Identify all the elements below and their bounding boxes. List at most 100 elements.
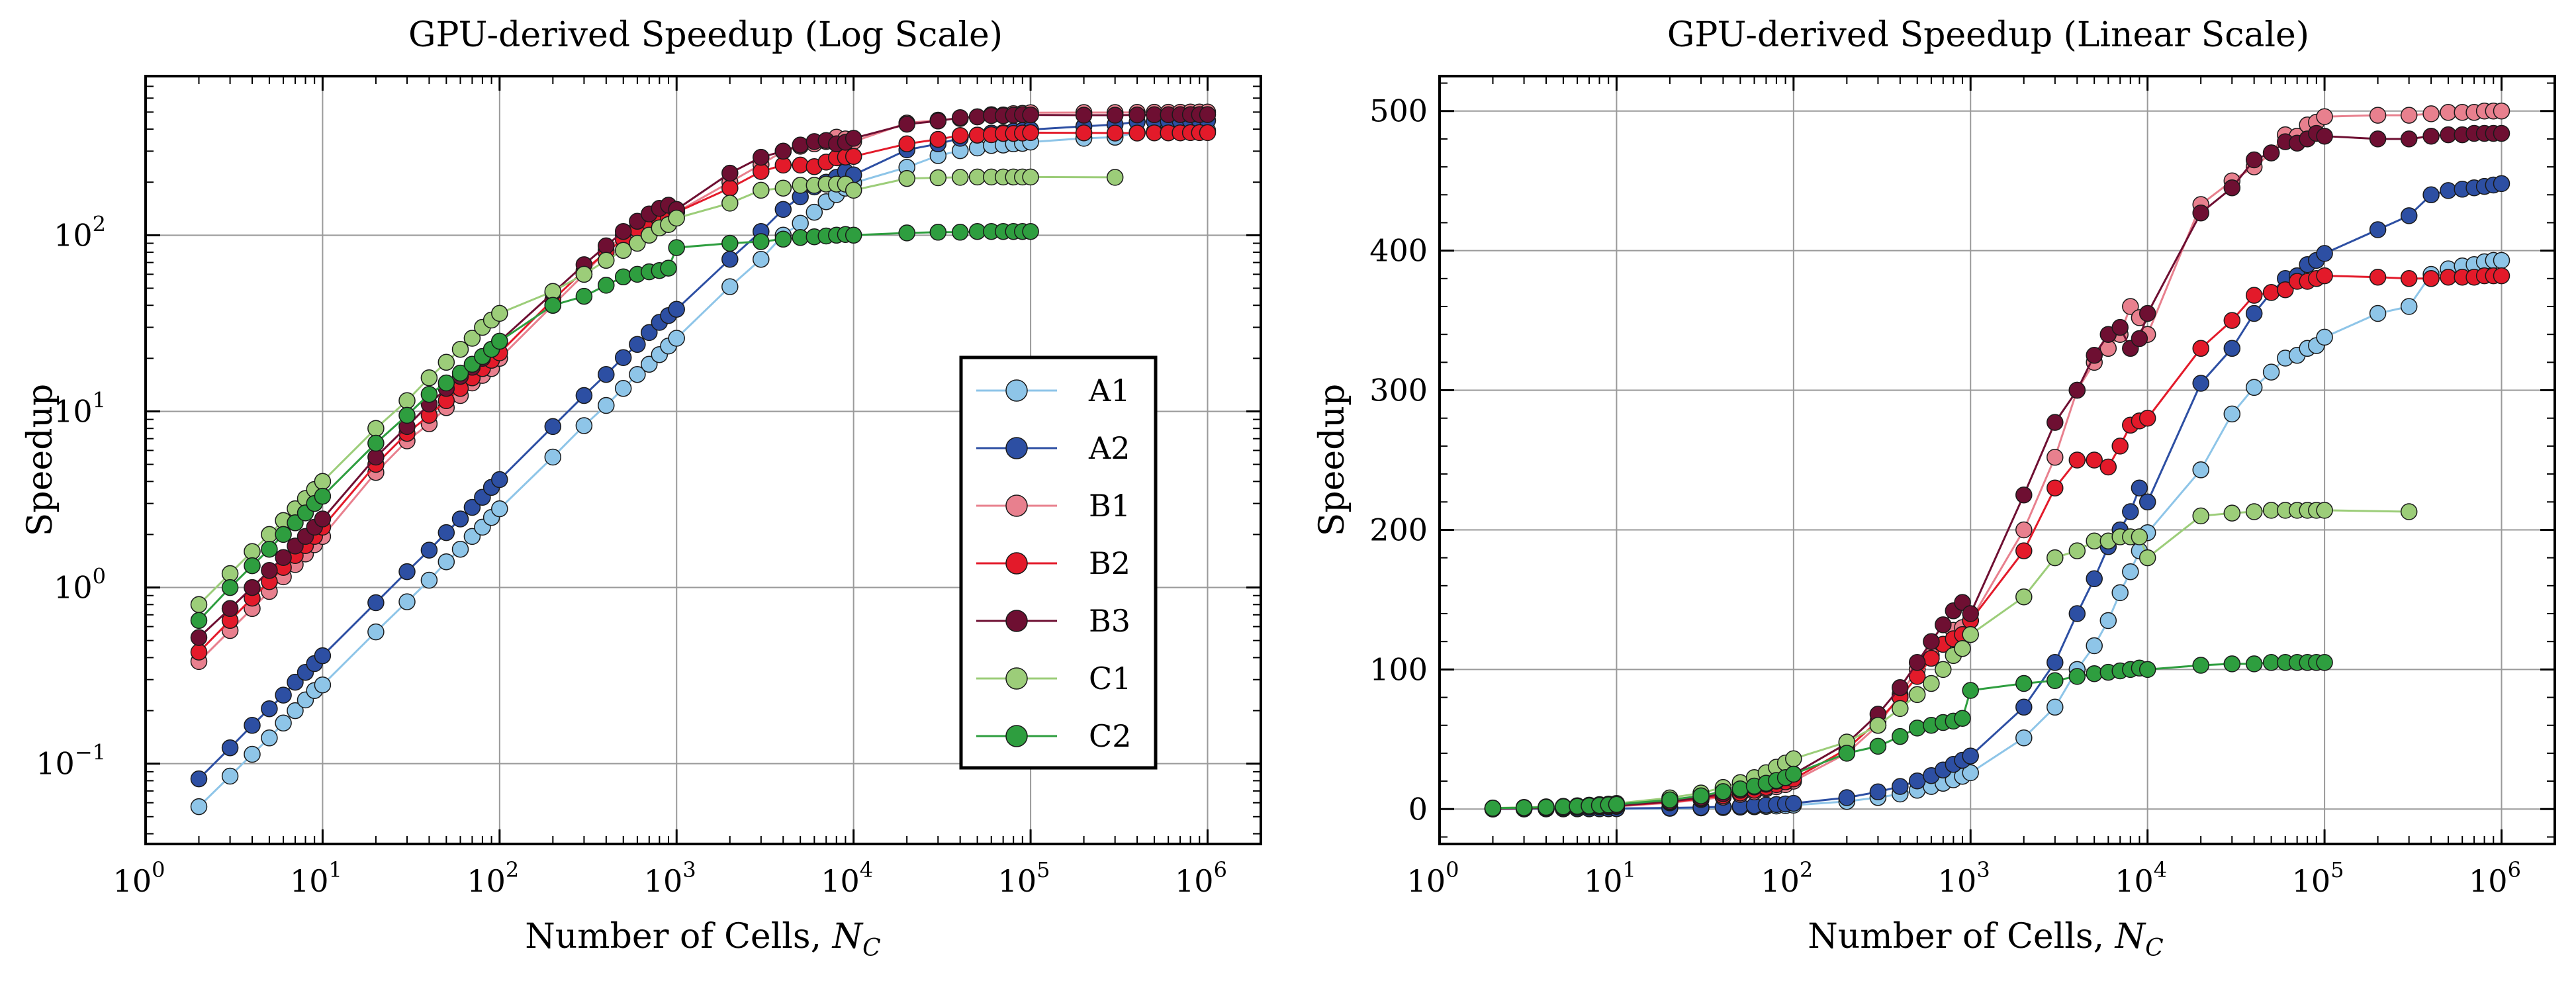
y-tick-label: 500 [1369,93,1428,129]
data-point-c1 [1892,700,1909,718]
data-point-c1 [437,353,455,371]
series-group-log [190,103,1217,816]
data-point-c2 [774,230,792,248]
series-b1 [1484,102,2510,818]
data-point-b2 [898,135,915,153]
axes-frame-linear [1438,75,2556,845]
data-point-b3 [1962,605,1979,622]
data-point-c2 [2262,654,2280,671]
data-point-a1 [2493,252,2510,269]
legend-label: B1 [1089,488,1130,524]
data-point-b3 [2223,179,2241,197]
data-point-a1 [1962,764,1979,782]
data-point-b3 [951,109,969,126]
data-point-b2 [190,643,208,661]
data-point-a2 [1838,789,1856,806]
data-point-b3 [1146,106,1163,124]
data-point-c2 [314,487,332,505]
data-point-b3 [2139,304,2156,322]
data-point-b3 [244,579,261,596]
data-point-a2 [367,594,385,612]
x-tick-label: 105 [2292,857,2344,899]
data-point-b3 [792,136,809,154]
data-point-a2 [420,541,438,559]
data-point-c2 [2316,654,2333,671]
series-line-c2 [198,230,1031,622]
data-point-a1 [244,745,261,763]
legend-marker [1005,552,1028,575]
data-point-a1 [2192,461,2209,479]
data-point-c1 [1923,675,1940,692]
data-point-b3 [2262,144,2280,162]
data-point-c1 [1908,686,1926,704]
data-point-a2 [2068,605,2086,622]
data-point-a2 [614,349,632,366]
data-point-c1 [2047,549,2064,567]
series-b3 [1484,124,2510,817]
data-point-c1 [598,252,615,269]
x-tick-label: 100 [1407,857,1459,899]
data-point-c1 [1962,626,1979,643]
data-point-a1 [2122,563,2139,581]
data-point-b3 [1199,106,1217,123]
data-point-b1 [2493,102,2510,120]
data-point-b3 [2015,486,2033,504]
data-point-b3 [898,115,915,133]
y-tick-label: 400 [1369,233,1428,269]
data-point-b2 [1106,124,1124,142]
data-point-b3 [2086,347,2103,364]
data-point-c1 [2245,503,2263,520]
x-tick-label: 101 [1584,857,1636,899]
data-point-c2 [367,434,385,452]
data-point-a2 [2047,654,2064,671]
data-point-b2 [2111,438,2129,455]
data-point-a1 [575,417,593,434]
data-point-b1 [2422,105,2440,122]
data-point-c2 [575,287,593,305]
data-point-c1 [951,169,969,186]
data-point-a1 [2223,405,2241,423]
data-point-c1 [2015,588,2033,606]
data-point-b2 [845,148,862,165]
series-line-b2 [198,131,1208,653]
legend-label: C2 [1089,718,1131,754]
data-point-c2 [1962,682,1979,699]
data-point-c1 [2131,528,2148,545]
x-tick-label: 102 [1761,857,1813,899]
data-point-a2 [261,700,278,718]
ylabel-linear: Speedup [1312,384,1352,537]
legend-label: A2 [1088,430,1130,466]
data-point-b3 [1106,107,1124,124]
data-point-c1 [2400,503,2418,520]
data-point-b3 [2047,414,2064,431]
data-point-c2 [1954,710,1971,727]
data-point-a2 [2422,186,2440,204]
ticks-log: 100 101 102 103 104 105 106 10−1 100 101 102 [36,76,1261,899]
data-point-a1 [721,278,739,295]
data-point-c2 [660,259,677,277]
y-tick-label: 200 [1369,512,1428,547]
y-tick-label: 102 [54,211,106,253]
legend: A1 A2 B1 B2 B3 C1 C2 [959,355,1158,770]
data-point-c2 [1838,745,1856,762]
data-point-c2 [1484,800,1502,817]
data-point-b2 [2316,267,2333,285]
legend-marker [1005,379,1028,402]
data-point-c2 [1022,222,1039,240]
data-point-b3 [614,222,632,240]
data-point-c1 [1935,661,1952,678]
y-tick-label: 100 [1369,651,1428,687]
panel-linear-scale: GPU-derived Speedup (Linear Scale) 100 10… [1312,15,2556,962]
legend-marker [1005,725,1028,747]
data-point-c2 [491,332,508,350]
legend-item-b2: B2 [976,545,1130,581]
title-log: GPU-derived Speedup (Log Scale) [408,15,1003,55]
series-line-a1 [198,129,1208,808]
data-point-c2 [898,224,915,242]
legend-item-c1: C1 [976,661,1131,696]
data-point-c2 [1869,737,1887,755]
data-point-c1 [314,473,332,490]
data-point-c1 [1954,639,1971,657]
data-point-b3 [190,629,208,646]
data-point-c2 [1908,720,1926,737]
